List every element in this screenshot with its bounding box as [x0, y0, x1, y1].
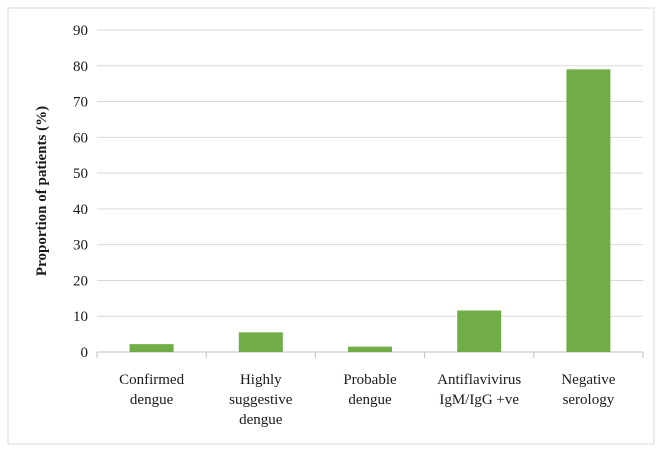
y-tick-label: 40 [73, 202, 88, 218]
y-tick-labels: 0 10 20 30 40 50 60 70 80 90 [73, 23, 88, 361]
x-category-label-line: Antiflavivirus [437, 372, 521, 388]
x-category-label-line: IgM/IgG +ve [439, 392, 519, 408]
x-category-label: Probable dengue [343, 372, 397, 408]
x-category-label: Highly suggestive dengue [229, 372, 293, 428]
bar [348, 346, 392, 352]
gridlines [97, 29, 643, 317]
x-category-label-line: serology [563, 392, 615, 408]
y-tick-label: 20 [73, 273, 88, 289]
bar [238, 332, 283, 352]
x-category-label: Antiflavivirus IgM/IgG +ve [437, 372, 521, 408]
bars [129, 69, 611, 352]
y-tick-label: 30 [73, 238, 88, 254]
y-tick-label: 70 [73, 95, 88, 111]
chart-border [7, 7, 655, 445]
y-tick-label: 50 [73, 166, 88, 182]
axes [96, 351, 644, 358]
y-axis-label: Proportion of patients (%) [34, 106, 50, 276]
x-category-label: Confirmed dengue [119, 372, 184, 408]
x-category-label-line: Probable [343, 372, 397, 388]
x-category-label-line: Negative [561, 372, 615, 388]
x-category-label-line: dengue [239, 412, 283, 428]
y-tick-label: 80 [73, 59, 88, 75]
y-tick-label: 10 [73, 309, 88, 325]
bar [129, 344, 174, 352]
x-category-label-line: dengue [348, 392, 392, 408]
x-category-label-line: Highly [240, 372, 282, 388]
x-category-label: Negative serology [561, 372, 615, 408]
y-tick-label: 60 [73, 130, 88, 146]
y-tick-label: 0 [81, 345, 89, 361]
x-category-label-line: suggestive [229, 392, 293, 408]
bar [566, 69, 611, 352]
bar [457, 310, 502, 352]
x-category-label-line: dengue [130, 392, 174, 408]
y-tick-label: 90 [73, 23, 88, 39]
x-category-label-line: Confirmed [119, 372, 184, 388]
